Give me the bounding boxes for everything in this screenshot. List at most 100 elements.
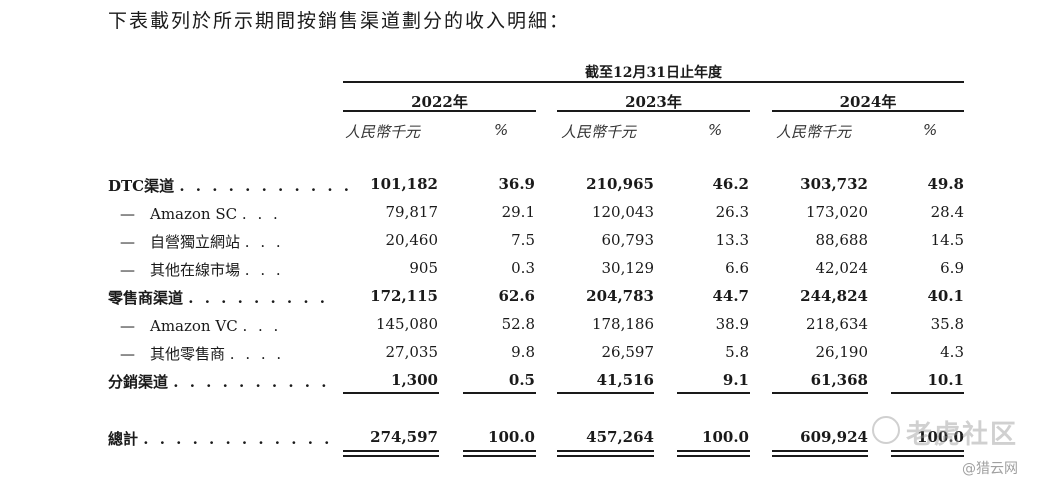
cell-2022-amount: 1,300 [391,371,438,389]
year-rule-2022 [343,110,536,112]
cell-2022-pct: 52.8 [501,315,535,333]
table-row: 分銷渠道 . . . . . . . . . . 1,300 0.5 41,51… [0,371,1038,393]
row-label: 分銷渠道 . . . . . . . . . . [108,373,330,391]
watermark-source: @猎云网 [962,461,1018,477]
cell-2023-pct: 5.8 [725,343,749,361]
cell-2024-amount: 244,824 [800,287,868,305]
cell-2022-pct: 9.8 [511,343,535,361]
cell-2024-amount: 26,190 [815,343,869,361]
period-header: 截至12月31日止年度 [585,65,722,81]
subtotal-rule [343,392,439,394]
row-label: — 其他零售商 . . . . [120,345,285,363]
subtotal-rule [772,392,868,394]
watermark-text: 老虎社区 [905,420,1018,450]
cell-2023-pct: 13.3 [715,231,749,249]
total-2023-pct: 100.0 [702,428,749,446]
unit-label-2023: 人民幣千元 [561,123,637,141]
cell-2024-pct: 10.1 [927,371,964,389]
year-2024: 2024年 [839,93,897,111]
cell-2022-pct: 36.9 [498,175,535,193]
total-double-rule [463,455,536,457]
cell-2022-amount: 20,460 [385,231,439,249]
total-2024-amount: 609,924 [800,428,868,446]
table-row: — Amazon VC . . . 145,080 52.8 178,186 3… [0,315,1038,337]
cell-2024-pct: 35.8 [930,315,964,333]
cell-2024-pct: 14.5 [930,231,964,249]
total-2022-amount: 274,597 [370,428,438,446]
cell-2023-amount: 204,783 [586,287,654,305]
cell-2024-pct: 49.8 [927,175,964,193]
pct-label-2024: % [923,121,938,139]
total-double-rule [891,455,964,457]
total-double-rule [772,450,868,452]
cell-2024-pct: 4.3 [940,343,964,361]
total-label: 總計 . . . . . . . . . . . . [108,430,333,448]
total-double-rule [343,455,439,457]
cell-2024-amount: 42,024 [815,259,869,277]
cell-2022-pct: 7.5 [511,231,535,249]
total-row: 總計 . . . . . . . . . . . . 274,597 100.0… [0,428,1038,450]
total-double-rule [557,455,654,457]
intro-text: 下表載列於所示期間按銷售渠道劃分的收入明細： [108,10,571,32]
cell-2022-pct: 29.1 [501,203,535,221]
cell-2023-pct: 9.1 [722,371,749,389]
cell-2024-amount: 173,020 [805,203,868,221]
cell-2023-amount: 210,965 [586,175,654,193]
row-label: DTC渠道 . . . . . . . . . . . [108,177,353,195]
cell-2022-amount: 905 [409,259,438,277]
cell-2023-pct: 6.6 [725,259,749,277]
table-row: — 其他在線市場 . . . 905 0.3 30,129 6.6 42,024… [0,259,1038,281]
total-double-rule [343,450,439,452]
row-label: 零售商渠道 . . . . . . . . . [108,289,329,307]
subtotal-rule [891,392,964,394]
cell-2023-pct: 26.3 [715,203,749,221]
watermark-icon [872,416,900,444]
cell-2022-amount: 172,115 [370,287,438,305]
cell-2024-amount: 218,634 [805,315,868,333]
cell-2024-pct: 6.9 [940,259,964,277]
row-label: — Amazon VC . . . [120,317,282,335]
pct-label-2023: % [708,121,723,139]
subtotal-rule [463,392,536,394]
cell-2023-amount: 26,597 [601,343,655,361]
subtotal-rule [557,392,654,394]
cell-2023-amount: 178,186 [591,315,654,333]
cell-2022-pct: 0.5 [508,371,535,389]
year-rule-2023 [557,110,750,112]
total-double-rule [677,450,750,452]
cell-2022-amount: 79,817 [385,203,439,221]
cell-2022-amount: 101,182 [370,175,438,193]
period-rule [343,81,964,83]
cell-2024-pct: 40.1 [927,287,964,305]
total-2022-pct: 100.0 [488,428,535,446]
year-2023: 2023年 [625,93,682,111]
cell-2023-pct: 44.7 [712,287,749,305]
row-label: — 其他在線市場 . . . [120,261,284,279]
table-row: — 其他零售商 . . . . 27,035 9.8 26,597 5.8 26… [0,343,1038,365]
total-double-rule [557,450,654,452]
cell-2023-amount: 41,516 [596,371,654,389]
total-double-rule [677,455,750,457]
unit-label-2022: 人民幣千元 [345,123,421,141]
cell-2023-pct: 38.9 [715,315,749,333]
cell-2022-pct: 0.3 [511,259,535,277]
cell-2023-amount: 120,043 [591,203,654,221]
total-double-rule [463,450,536,452]
table-row: — 自營獨立網站 . . . 20,460 7.5 60,793 13.3 88… [0,231,1038,253]
cell-2023-pct: 46.2 [712,175,749,193]
table-row: DTC渠道 . . . . . . . . . . . 101,182 36.9… [0,175,1038,197]
cell-2024-amount: 303,732 [800,175,868,193]
table-row: 零售商渠道 . . . . . . . . . 172,115 62.6 204… [0,287,1038,309]
table-row: — Amazon SC . . . 79,817 29.1 120,043 26… [0,203,1038,225]
cell-2022-pct: 62.6 [498,287,535,305]
cell-2024-pct: 28.4 [930,203,964,221]
pct-label-2022: % [494,121,509,139]
subtotal-rule [677,392,750,394]
row-label: — 自營獨立網站 . . . [120,233,284,251]
total-double-rule [891,450,964,452]
year-rule-2024 [772,110,964,112]
total-2024-pct: 100.0 [917,428,964,446]
year-2022: 2022年 [411,93,468,111]
unit-label-2024: 人民幣千元 [776,123,852,141]
row-label: — Amazon SC . . . [120,205,281,223]
